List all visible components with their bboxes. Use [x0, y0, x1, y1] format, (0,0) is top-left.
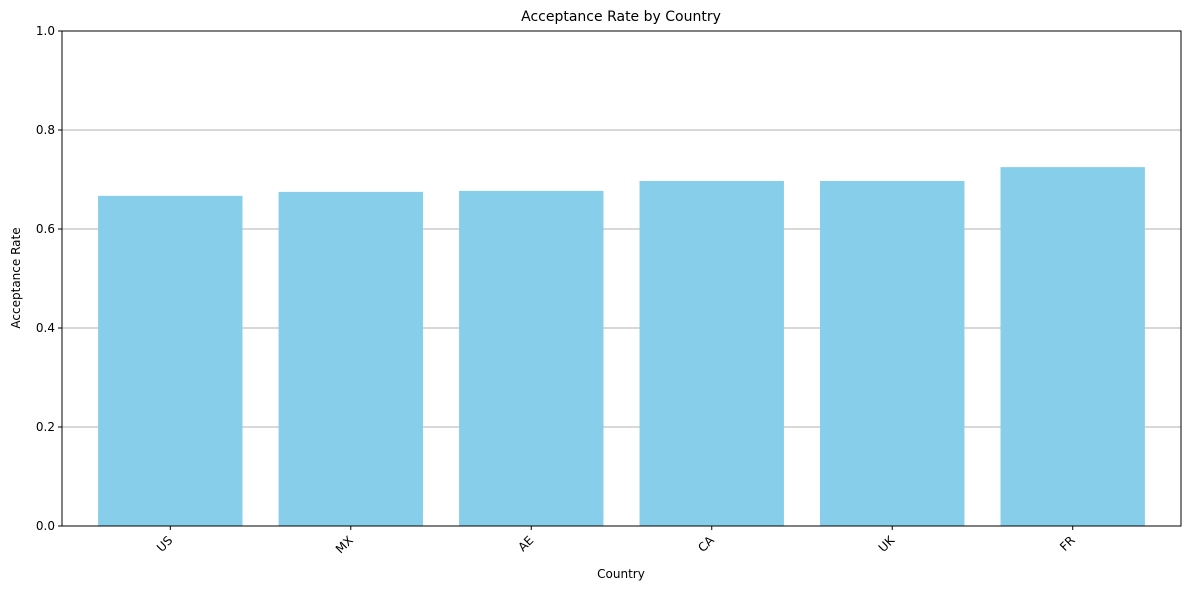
bar-fr: [1000, 167, 1145, 526]
gridlines: [62, 129, 1181, 428]
x-tick-label: UK: [876, 532, 898, 554]
bar-ca: [639, 180, 784, 527]
x-tick-label: AE: [515, 533, 536, 554]
x-axis-ticks: US MX AE CA UK FR: [154, 526, 1078, 556]
x-tick-label: FR: [1057, 533, 1078, 554]
bar-us: [98, 195, 243, 526]
x-tick-label: MX: [333, 533, 356, 556]
y-tick-label: 0.0: [36, 519, 55, 533]
bar-uk: [820, 180, 965, 527]
y-tick-label: 0.4: [36, 321, 55, 335]
plot-frame: [61, 30, 1182, 527]
x-tick-label: US: [154, 533, 176, 555]
chart-title: Acceptance Rate by Country: [521, 9, 721, 25]
y-axis-ticks: 0.0 0.2 0.4 0.6 0.8 1.0: [36, 24, 62, 533]
y-tick-label: 1.0: [36, 24, 55, 38]
y-tick-label: 0.6: [36, 222, 55, 236]
bar-ae: [459, 190, 604, 526]
y-tick-label: 0.8: [36, 123, 55, 137]
bar-mx: [278, 191, 423, 526]
x-axis-label: Country: [597, 567, 645, 581]
y-tick-label: 0.2: [36, 420, 55, 434]
x-tick-label: CA: [695, 533, 717, 555]
y-axis-label: Acceptance Rate: [9, 227, 23, 328]
bars: [98, 167, 1145, 527]
